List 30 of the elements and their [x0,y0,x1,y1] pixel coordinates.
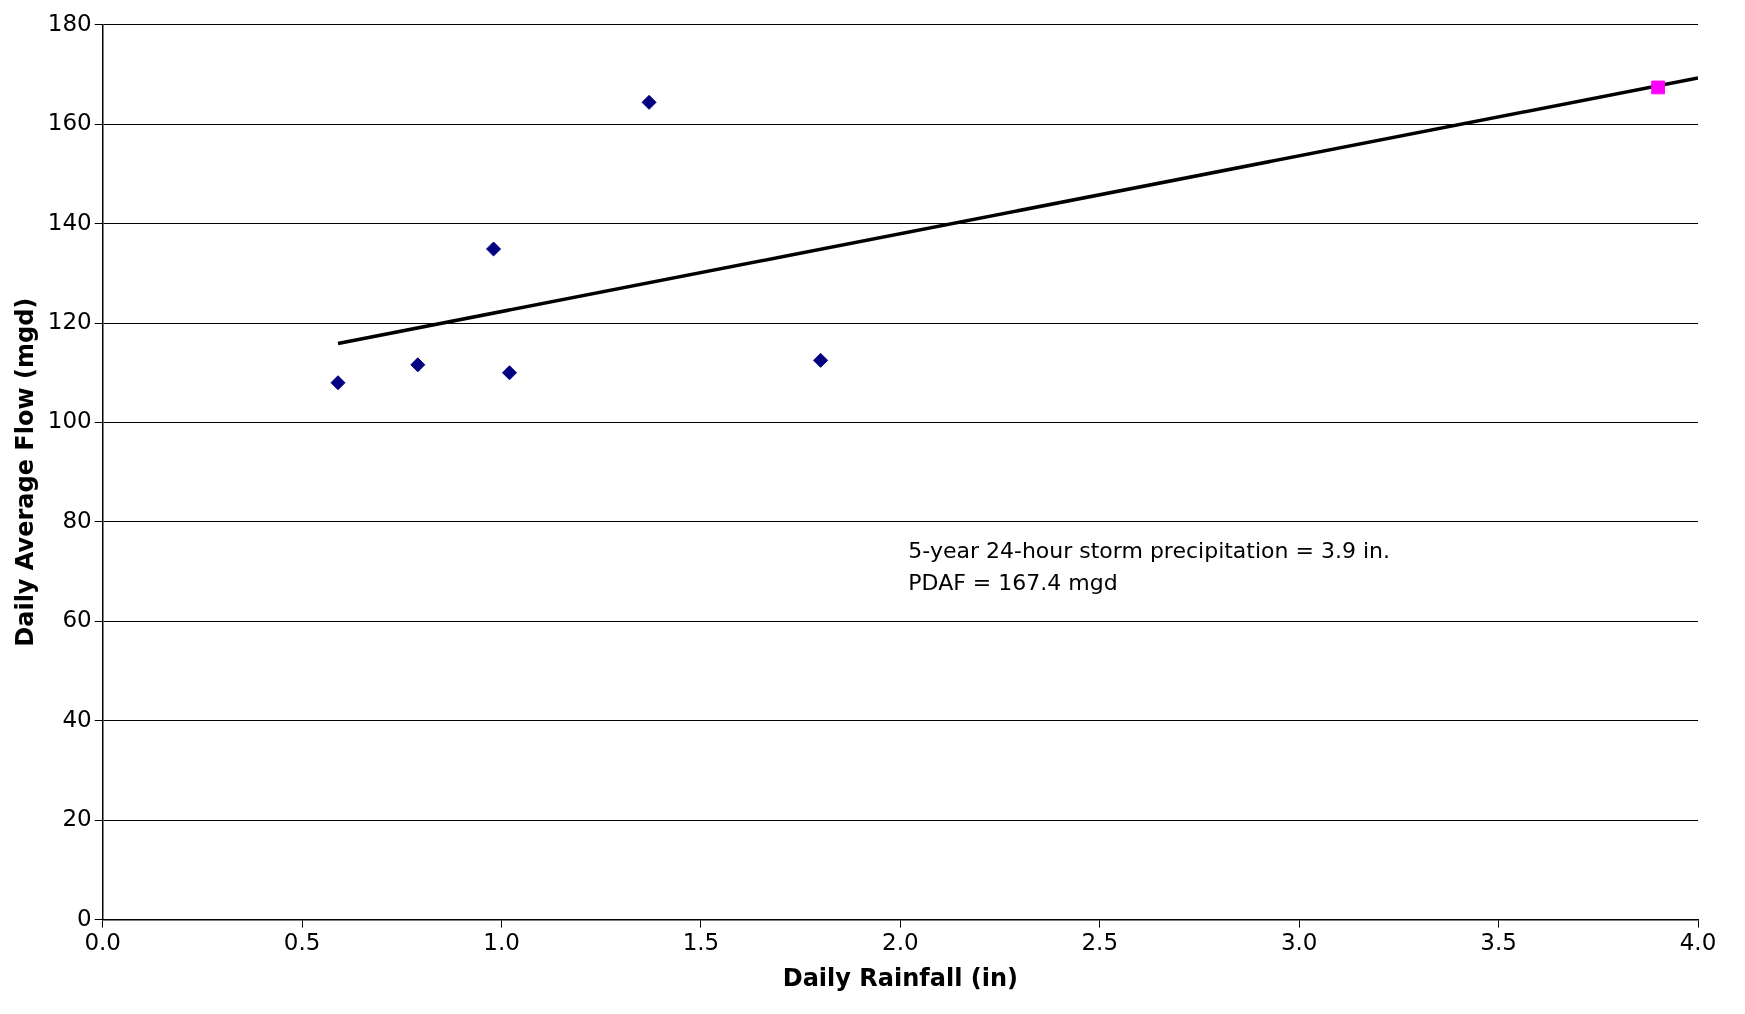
y-tick-label: 100 [47,407,92,434]
x-tick-label: 4.0 [1679,929,1717,956]
point [410,357,426,373]
y-tick-label: 180 [47,9,92,36]
point [502,365,517,381]
y-tick-label: 160 [47,109,92,136]
point [1651,80,1665,95]
annotation: 5-year 24-hour storm precipitation = 3.9 in. [908,538,1390,564]
y-tick-label: 120 [47,308,92,335]
y-tick-label: 80 [62,506,92,533]
point [813,352,829,368]
x-tick-label: 1.0 [483,929,520,956]
y-tick-label: 140 [47,208,92,235]
y-tick-label: 40 [62,705,92,732]
x-tick-label: 0.5 [283,929,321,956]
point [486,241,502,257]
x-tick-label: 3.5 [1480,929,1517,956]
x-tick-label: 1.5 [682,929,720,956]
x-tick-label: 2.5 [1081,929,1119,956]
point [641,94,657,110]
y-tick-label: 60 [62,606,92,633]
y-tick-label: 0 [77,904,92,931]
x-tick-label: 3.0 [1280,929,1318,956]
x-tick-label: 2.0 [882,929,919,956]
y-axis-title: Daily Average Flow (mgd) [10,297,39,647]
point [330,375,346,391]
x-axis-title: Daily Rainfall (in) [782,963,1018,992]
y-tick-label: 20 [62,805,92,832]
annotation: PDAF = 167.4 mgd [908,570,1118,596]
x-tick-label: 0.0 [84,929,121,956]
